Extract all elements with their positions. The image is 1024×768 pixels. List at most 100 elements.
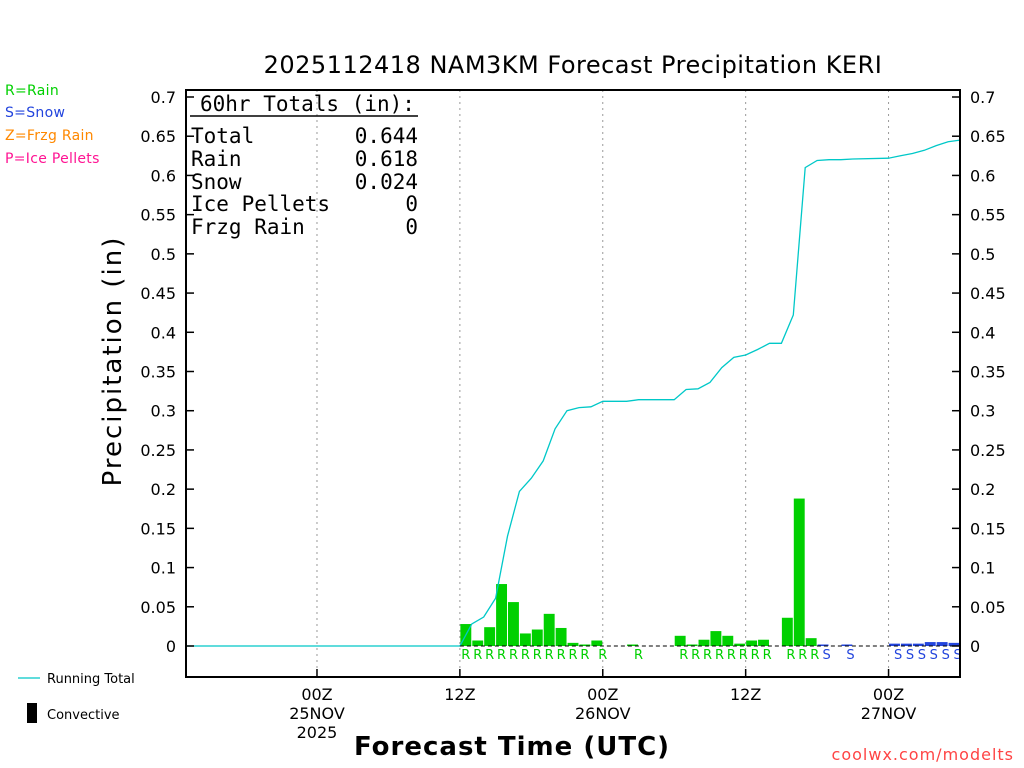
ptype-marker-rain: R bbox=[715, 648, 724, 663]
ptype-marker-rain: R bbox=[598, 648, 607, 663]
ptype-marker-rain: R bbox=[739, 648, 748, 663]
y-tick-label-right: 0.1 bbox=[970, 559, 995, 578]
ptype-marker-rain: R bbox=[691, 648, 700, 663]
y-tick-label-right: 0.25 bbox=[970, 441, 1006, 460]
running-total-legend-label: Running Total bbox=[47, 672, 135, 687]
x-tick-label: 26NOV bbox=[575, 704, 631, 723]
totals-value-ice-pellets: 0 bbox=[405, 192, 418, 216]
precip-bar-snow bbox=[924, 642, 936, 646]
precip-bar-rain bbox=[484, 627, 496, 646]
precip-bar-rain bbox=[472, 640, 484, 646]
y-tick-label-right: 0.3 bbox=[970, 402, 995, 421]
convective-legend-swatch bbox=[27, 703, 37, 723]
ptype-marker-snow: S bbox=[894, 648, 902, 663]
totals-value-rain: 0.618 bbox=[355, 147, 418, 171]
precip-bar-rain bbox=[781, 617, 793, 646]
ptype-marker-rain: R bbox=[679, 648, 688, 663]
y-tick-label-right: 0 bbox=[970, 637, 980, 656]
ptype-marker-rain: R bbox=[545, 648, 554, 663]
precip-bar-rain bbox=[698, 639, 710, 646]
ptype-marker-rain: R bbox=[751, 648, 760, 663]
y-tick-label-right: 0.45 bbox=[970, 284, 1006, 303]
y-tick-label-left: 0.2 bbox=[151, 480, 176, 499]
y-tick-label-right: 0.05 bbox=[970, 598, 1006, 617]
precip-bar-rain bbox=[555, 627, 567, 646]
precip-bar-rain bbox=[567, 642, 579, 646]
y-tick-label-left: 0.5 bbox=[151, 245, 176, 264]
y-tick-label-left: 0.6 bbox=[151, 166, 176, 185]
ptype-marker-rain: R bbox=[473, 648, 482, 663]
y-tick-label-right: 0.6 bbox=[970, 166, 995, 185]
ptype-marker-rain: R bbox=[509, 648, 518, 663]
y-tick-label-right: 0.5 bbox=[970, 245, 995, 264]
precip-bar-snow bbox=[841, 644, 853, 646]
legend-ice-pellets: P=Ice Pellets bbox=[5, 151, 100, 167]
totals-label-ice-pellets: Ice Pellets bbox=[191, 192, 330, 216]
precip-bar-snow bbox=[889, 643, 900, 646]
precip-bar-rain bbox=[722, 635, 734, 646]
totals-value-frzg-rain: 0 bbox=[405, 215, 418, 239]
precip-bar-rain bbox=[758, 639, 769, 646]
ptype-marker-rain: R bbox=[497, 648, 506, 663]
y-tick-label-right: 0.55 bbox=[970, 206, 1006, 225]
plot-frame bbox=[185, 89, 961, 678]
totals-value-snow: 0.024 bbox=[355, 170, 418, 194]
precip-bar-rain bbox=[531, 629, 543, 646]
y-tick-label-right: 0.2 bbox=[970, 480, 995, 499]
precip-bar-snow bbox=[817, 644, 829, 646]
ptype-marker-snow: S bbox=[953, 648, 961, 663]
y-tick-label-left: 0.45 bbox=[140, 284, 176, 303]
precip-bar-rain bbox=[496, 584, 508, 646]
legend-snow: S=Snow bbox=[5, 105, 66, 121]
precip-bar-snow bbox=[900, 643, 912, 646]
y-tick-label-left: 0.05 bbox=[140, 598, 176, 617]
precip-bar-rain bbox=[805, 638, 817, 646]
precip-bar-rain bbox=[746, 640, 758, 646]
ptype-marker-rain: R bbox=[763, 648, 772, 663]
precip-bar-rain bbox=[627, 644, 638, 646]
ptype-marker-rain: R bbox=[703, 648, 712, 663]
ptype-marker-rain: R bbox=[634, 648, 643, 663]
ptype-marker-rain: R bbox=[461, 648, 470, 663]
ptype-marker-snow: S bbox=[823, 648, 831, 663]
credit-text: coolwx.com/modelts bbox=[831, 745, 1014, 764]
ptype-marker-snow: S bbox=[930, 648, 938, 663]
precip-bar-rain bbox=[579, 644, 591, 646]
ptype-marker-rain: R bbox=[580, 648, 589, 663]
y-tick-label-right: 0.7 bbox=[970, 88, 995, 107]
x-tick-label: 12Z bbox=[730, 685, 761, 704]
y-tick-label-left: 0.55 bbox=[140, 206, 176, 225]
y-tick-label-right: 0.65 bbox=[970, 127, 1006, 146]
y-tick-label-left: 0.15 bbox=[140, 519, 176, 538]
totals-box: 60hr Totals (in): Total 0.644 Rain 0.618… bbox=[190, 92, 418, 239]
ptype-marker-snow: S bbox=[846, 648, 854, 663]
precip-bar-rain bbox=[686, 644, 698, 646]
x-tick-label: 00Z bbox=[587, 685, 618, 704]
legend-rain: R=Rain bbox=[5, 83, 60, 99]
running-total-line bbox=[186, 139, 961, 647]
y-tick-label-left: 0.3 bbox=[151, 402, 176, 421]
ptype-marker-snow: S bbox=[906, 648, 914, 663]
x-tick-label: 00Z bbox=[873, 685, 904, 704]
precip-bar-rain bbox=[734, 643, 746, 646]
ptype-marker-rain: R bbox=[568, 648, 577, 663]
y-tick-label-left: 0 bbox=[166, 637, 176, 656]
precip-bar-rain bbox=[508, 602, 519, 646]
totals-label-total: Total bbox=[191, 124, 254, 148]
precip-bar-rain bbox=[793, 498, 805, 646]
ptype-marker-rain: R bbox=[485, 648, 494, 663]
ptype-marker-rain: R bbox=[557, 648, 566, 663]
precip-bar-rain bbox=[710, 631, 722, 646]
precip-bar-rain bbox=[591, 640, 603, 646]
y-tick-label-left: 0.4 bbox=[151, 323, 176, 342]
x-axis-label: Forecast Time (UTC) bbox=[353, 732, 671, 762]
y-tick-label-left: 0.7 bbox=[151, 88, 176, 107]
ptype-marker-rain: R bbox=[521, 648, 530, 663]
y-tick-label-left: 0.65 bbox=[140, 127, 176, 146]
totals-label-rain: Rain bbox=[191, 147, 242, 171]
precip-bar-rain bbox=[519, 633, 531, 646]
ptype-marker-rain: R bbox=[798, 648, 807, 663]
totals-value-total: 0.644 bbox=[355, 124, 418, 148]
x-tick-label: 00Z bbox=[301, 685, 332, 704]
